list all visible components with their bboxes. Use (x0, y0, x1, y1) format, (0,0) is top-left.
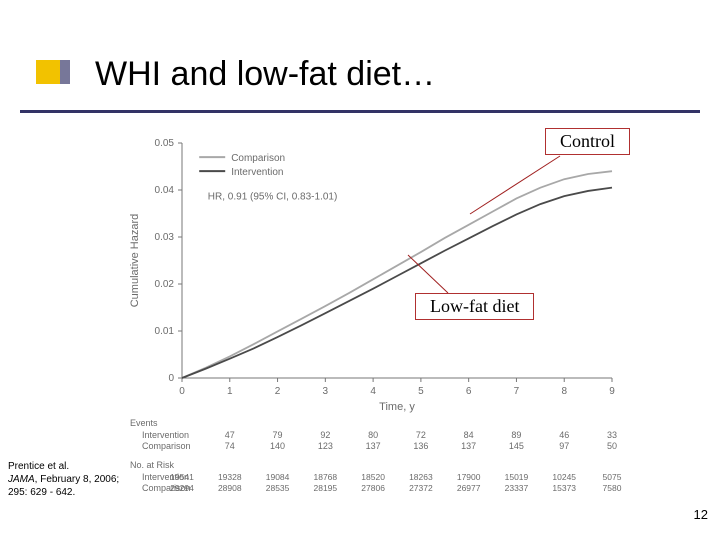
svg-text:28535: 28535 (266, 483, 290, 493)
cumulative-hazard-chart: 00.010.020.030.040.050123456789Time, yCu… (120, 125, 640, 520)
svg-text:29294: 29294 (170, 483, 194, 493)
svg-text:89: 89 (511, 430, 521, 440)
svg-text:0: 0 (179, 386, 185, 397)
svg-text:19541: 19541 (170, 472, 194, 482)
svg-text:137: 137 (366, 441, 381, 451)
annot-control: Control (545, 128, 630, 155)
svg-text:28908: 28908 (218, 483, 242, 493)
title-bullet-yellow (36, 60, 60, 84)
svg-text:0.02: 0.02 (155, 279, 175, 290)
svg-text:3: 3 (323, 386, 329, 397)
svg-text:140: 140 (270, 441, 285, 451)
svg-text:50: 50 (607, 441, 617, 451)
citation-journal: JAMA (8, 474, 35, 485)
svg-text:74: 74 (225, 441, 235, 451)
svg-text:0.05: 0.05 (155, 138, 175, 149)
svg-text:19084: 19084 (266, 472, 290, 482)
svg-text:Cumulative Hazard: Cumulative Hazard (129, 214, 141, 308)
svg-text:Comparison: Comparison (142, 441, 191, 451)
svg-text:84: 84 (464, 430, 474, 440)
svg-text:19328: 19328 (218, 472, 242, 482)
svg-text:97: 97 (559, 441, 569, 451)
svg-text:0.04: 0.04 (155, 185, 175, 196)
svg-text:0.03: 0.03 (155, 232, 175, 243)
svg-text:Time, y: Time, y (379, 401, 415, 413)
annot-lowfat: Low-fat diet (415, 293, 534, 320)
svg-text:6: 6 (466, 386, 472, 397)
svg-text:7580: 7580 (603, 483, 622, 493)
title-underline (20, 110, 700, 113)
svg-text:17900: 17900 (457, 472, 481, 482)
svg-text:33: 33 (607, 430, 617, 440)
svg-text:1: 1 (227, 386, 233, 397)
citation: Prentice et al. JAMA, February 8, 2006; … (8, 460, 128, 499)
citation-authors: Prentice et al. (8, 461, 69, 472)
svg-text:Intervention: Intervention (142, 430, 189, 440)
svg-text:123: 123 (318, 441, 333, 451)
svg-text:No. at Risk: No. at Risk (130, 460, 175, 470)
svg-text:15373: 15373 (552, 483, 576, 493)
svg-text:0: 0 (168, 373, 174, 384)
svg-text:Intervention: Intervention (231, 167, 283, 178)
svg-text:80: 80 (368, 430, 378, 440)
svg-text:27372: 27372 (409, 483, 433, 493)
svg-text:28195: 28195 (314, 483, 338, 493)
svg-text:145: 145 (509, 441, 524, 451)
svg-text:23337: 23337 (505, 483, 529, 493)
svg-text:0.01: 0.01 (155, 326, 175, 337)
svg-text:2: 2 (275, 386, 281, 397)
svg-text:27806: 27806 (361, 483, 385, 493)
svg-text:4: 4 (370, 386, 376, 397)
svg-text:46: 46 (559, 430, 569, 440)
svg-text:5075: 5075 (603, 472, 622, 482)
svg-text:15019: 15019 (505, 472, 529, 482)
svg-text:10245: 10245 (552, 472, 576, 482)
svg-text:9: 9 (609, 386, 615, 397)
svg-text:5: 5 (418, 386, 424, 397)
svg-text:HR, 0.91 (95% CI, 0.83-1.01): HR, 0.91 (95% CI, 0.83-1.01) (208, 191, 338, 202)
title-bullet-blue (60, 60, 70, 84)
svg-text:92: 92 (320, 430, 330, 440)
svg-text:Events: Events (130, 418, 158, 428)
svg-text:Comparison: Comparison (231, 153, 285, 164)
svg-text:18520: 18520 (361, 472, 385, 482)
page-number: 12 (694, 507, 708, 522)
svg-text:72: 72 (416, 430, 426, 440)
svg-text:136: 136 (413, 441, 428, 451)
svg-text:8: 8 (561, 386, 567, 397)
svg-text:137: 137 (461, 441, 476, 451)
page-title: WHI and low-fat diet… (95, 55, 435, 94)
svg-text:18263: 18263 (409, 472, 433, 482)
svg-text:79: 79 (273, 430, 283, 440)
svg-text:7: 7 (514, 386, 520, 397)
svg-text:47: 47 (225, 430, 235, 440)
svg-text:26977: 26977 (457, 483, 481, 493)
svg-text:18768: 18768 (314, 472, 338, 482)
